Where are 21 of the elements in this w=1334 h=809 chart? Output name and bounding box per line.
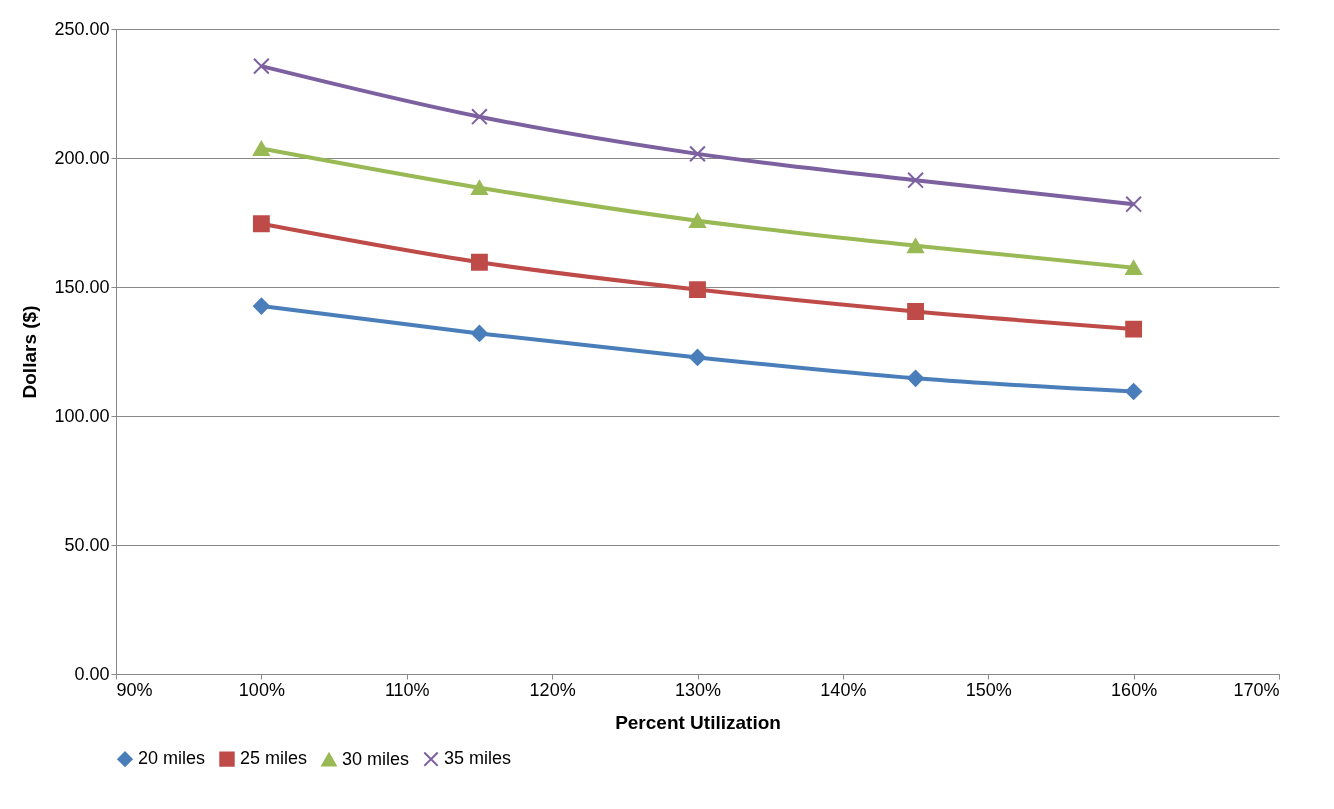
x-tick-label: 110% — [384, 679, 430, 700]
x-tick-label: 100% — [238, 679, 285, 700]
x-tick-label: 150% — [965, 679, 1012, 700]
y-tick-label: 150.00 — [54, 276, 110, 297]
x-tick-label: 130% — [674, 679, 722, 700]
legend-label: 30 miles — [342, 748, 410, 769]
x-tick-label: 160% — [1111, 679, 1158, 700]
y-axis-title: Dollars ($) — [19, 305, 41, 399]
x-tick-label: 90% — [116, 679, 153, 700]
y-tick-label: 250.00 — [54, 18, 110, 39]
legend-label: 35 miles — [444, 748, 512, 769]
y-tick-label: 0.00 — [74, 663, 110, 684]
y-tick-label: 50.00 — [64, 534, 110, 555]
x-tick-label: 120% — [529, 679, 576, 700]
y-tick-label: 200.00 — [54, 147, 110, 168]
legend-label: 20 miles — [138, 748, 206, 769]
x-tick-label: 170% — [1233, 679, 1280, 700]
legend-label: 25 miles — [240, 748, 308, 769]
x-tick-label: 140% — [820, 679, 867, 700]
y-tick-label: 100.00 — [54, 405, 110, 426]
x-axis-title: Percent Utilization — [615, 711, 781, 733]
